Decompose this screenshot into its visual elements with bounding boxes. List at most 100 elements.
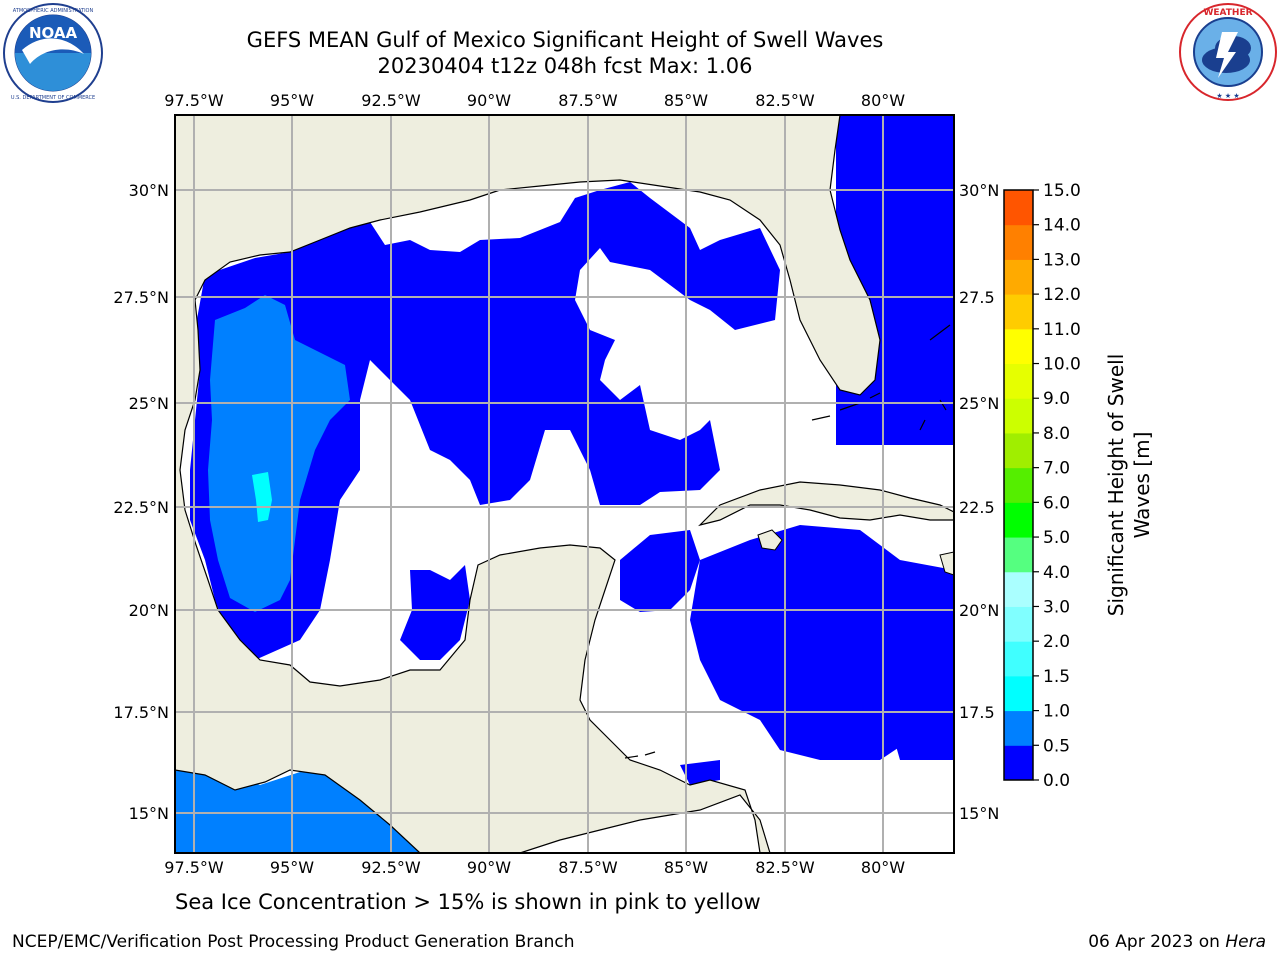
colorbar-tick-label: 11.0 xyxy=(1043,320,1081,340)
lat-label: 22.5 xyxy=(959,498,995,517)
map-frame xyxy=(174,114,955,854)
lat-label: 27.5 xyxy=(959,288,995,307)
colorbar-tick-label: 1.0 xyxy=(1043,702,1070,722)
lat-label: 20°N xyxy=(129,601,169,620)
footer-date: 06 Apr 2023 on Hera xyxy=(1088,932,1266,952)
lon-label: 80°W xyxy=(861,91,905,110)
colorbar-segment xyxy=(1004,363,1033,399)
colorbar-tick-label: 0.5 xyxy=(1043,736,1070,756)
colorbar-segment xyxy=(1004,571,1033,607)
swell-region-max xyxy=(252,472,272,522)
lon-label: 80°W xyxy=(861,858,905,877)
lon-label: 95°W xyxy=(270,858,314,877)
noaa-logo: NOAA ATMOSPHERIC ADMINISTRATION U.S. DEP… xyxy=(3,3,103,103)
colorbar-tick-label: 14.0 xyxy=(1043,216,1081,236)
colorbar-segment xyxy=(1004,259,1033,295)
svg-text:U.S. DEPARTMENT OF COMMERCE: U.S. DEPARTMENT OF COMMERCE xyxy=(11,95,95,101)
footer-host: Hera xyxy=(1225,932,1266,952)
colorbar-segment xyxy=(1004,328,1033,365)
colorbar-tick-label: 3.0 xyxy=(1043,597,1070,617)
lat-label: 25°N xyxy=(959,394,999,413)
lon-label: 92.5°W xyxy=(361,858,421,877)
swell-region-honduras xyxy=(680,760,720,785)
lon-label: 92.5°W xyxy=(361,91,421,110)
lon-label: 82.5°W xyxy=(755,858,815,877)
land-mexico xyxy=(175,115,954,853)
lon-label: 95°W xyxy=(270,91,314,110)
colorbar-tick-label: 7.0 xyxy=(1043,459,1070,479)
footer-credit: NCEP/EMC/Verification Post Processing Pr… xyxy=(12,932,575,952)
colorbar-tick-label: 9.0 xyxy=(1043,389,1070,409)
lat-label: 25°N xyxy=(129,394,169,413)
colorbar-segment xyxy=(1004,537,1033,573)
colorbar-tick-label: 0.0 xyxy=(1043,771,1070,791)
swell-region-bay-of-campeche xyxy=(400,565,470,660)
lat-label: 30°N xyxy=(129,181,169,200)
lat-label: 27.5°N xyxy=(113,288,169,307)
swell-region-pacific xyxy=(175,770,430,853)
colorbar-tick-label: 2.0 xyxy=(1043,632,1070,652)
lon-label: 85°W xyxy=(664,858,708,877)
land-cuba xyxy=(698,481,954,527)
colorbar-segment xyxy=(1004,467,1033,503)
swell-region-western-core xyxy=(208,295,350,612)
swan-islands xyxy=(624,751,656,759)
colorbar xyxy=(1004,190,1033,781)
lat-label: 15°N xyxy=(959,804,999,823)
colorbar-segment xyxy=(1004,432,1033,469)
lon-label: 82.5°W xyxy=(755,91,815,110)
colorbar-tick-label: 10.0 xyxy=(1043,355,1081,375)
lon-label: 97.5°W xyxy=(164,91,224,110)
colorbar-tick-label: 13.0 xyxy=(1043,250,1081,270)
lon-labels-bottom: 97.5°W 95°W 92.5°W 90°W 87.5°W 85°W 82.5… xyxy=(164,858,905,877)
lon-label: 90°W xyxy=(467,91,511,110)
svg-text:★ ★ ★: ★ ★ ★ xyxy=(1216,92,1239,100)
lat-labels-left: 30°N 27.5°N 25°N 22.5°N 20°N 17.5°N 15°N xyxy=(113,181,169,823)
map-grid xyxy=(175,115,954,853)
svg-text:ATMOSPHERIC ADMINISTRATION: ATMOSPHERIC ADMINISTRATION xyxy=(13,8,94,14)
colorbar-segment xyxy=(1004,294,1033,330)
svg-text:NOAA: NOAA xyxy=(29,24,78,42)
svg-text:WEATHER: WEATHER xyxy=(1203,8,1252,18)
lon-label: 87.5°W xyxy=(558,858,618,877)
lon-label: 85°W xyxy=(664,91,708,110)
colorbar-frame xyxy=(1003,189,1034,781)
map-title: GEFS MEAN Gulf of Mexico Significant Hei… xyxy=(246,28,884,52)
colorbar-title-line2: Waves [m] xyxy=(1130,432,1154,539)
colorbar-title-line1: Significant Height of Swell xyxy=(1104,354,1128,616)
colorbar-tick-label: 1.5 xyxy=(1043,667,1070,687)
colorbar-segment xyxy=(1004,606,1033,642)
colorbar-segment xyxy=(1004,745,1033,781)
colorbar-segment xyxy=(1004,710,1033,746)
colorbar-tick-label: 12.0 xyxy=(1043,285,1081,305)
nws-logo: WEATHER ★ ★ ★ xyxy=(1179,3,1277,101)
lon-label: 97.5°W xyxy=(164,858,224,877)
lat-label: 22.5°N xyxy=(113,498,169,517)
land-isla-juventud xyxy=(757,529,783,551)
colorbar-tick-label: 15.0 xyxy=(1043,181,1081,201)
lon-labels-top: 97.5°W 95°W 92.5°W 90°W 87.5°W 85°W 82.5… xyxy=(164,91,905,110)
swell-region-yucatan-channel xyxy=(620,530,700,612)
lat-label: 17.5°N xyxy=(113,703,169,722)
footer-date-text: 06 Apr 2023 on xyxy=(1088,932,1226,952)
colorbar-tick-label: 6.0 xyxy=(1043,493,1070,513)
map-subtitle: 20230404 t12z 048h fcst Max: 1.06 xyxy=(377,54,753,78)
lat-label: 17.5 xyxy=(959,703,995,722)
lon-label: 90°W xyxy=(467,858,511,877)
colorbar-segment xyxy=(1004,190,1033,226)
colorbar-segment xyxy=(1004,502,1033,538)
lat-label: 30°N xyxy=(959,181,999,200)
swell-region-caribbean-east xyxy=(880,690,954,760)
colorbar-segment xyxy=(1004,398,1033,434)
keys-islands xyxy=(811,392,881,421)
lat-label: 20°N xyxy=(959,601,999,620)
swell-region-western-gulf xyxy=(190,182,780,660)
colorbar-ticks: 0.0 0.5 1.0 1.5 2.0 3.0 4.0 5.0 6.0 7.0 8.0 9.0 10.0… xyxy=(1033,181,1081,791)
colorbar-segment xyxy=(1004,224,1033,260)
colorbar-tick-label: 8.0 xyxy=(1043,424,1070,444)
lat-labels-right: 30°N 27.5 25°N 22.5 20°N 17.5 15°N xyxy=(959,181,999,823)
colorbar-tick-label: 4.0 xyxy=(1043,563,1070,583)
lat-label: 15°N xyxy=(129,804,169,823)
sea-ice-note: Sea Ice Concentration > 15% is shown in … xyxy=(175,890,761,914)
colorbar-segment xyxy=(1004,641,1033,677)
